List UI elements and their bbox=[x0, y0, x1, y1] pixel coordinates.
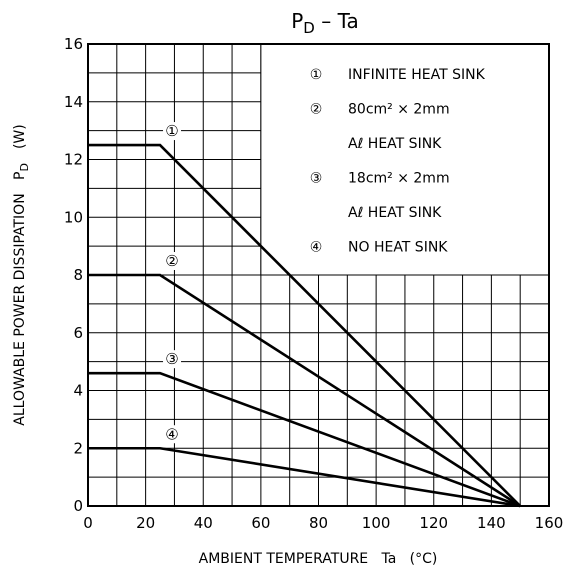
y-tick-2: 2 bbox=[73, 439, 83, 457]
y-axis-label: ALLOWABLE POWER DISSIPATION PD (W) bbox=[12, 124, 31, 425]
x-axis-label: AMBIENT TEMPERATURE Ta (°C) bbox=[199, 551, 438, 567]
y-tick-6: 6 bbox=[73, 324, 83, 342]
x-tick-120: 120 bbox=[419, 514, 448, 532]
legend-label-3-line2: Aℓ HEAT SINK bbox=[348, 205, 442, 221]
y-label-sub: D bbox=[18, 163, 31, 171]
curve-4 bbox=[88, 446, 521, 508]
legend-label-3: 18cm² × 2mm bbox=[348, 171, 450, 187]
y-tick-0: 0 bbox=[73, 497, 83, 515]
curve-1 bbox=[88, 143, 522, 507]
x-tick-80: 80 bbox=[309, 514, 328, 532]
y-tick-4: 4 bbox=[73, 382, 83, 400]
x-tick-0: 0 bbox=[83, 514, 93, 532]
y-label-main: ALLOWABLE POWER DISSIPATION P bbox=[12, 172, 28, 426]
curve-marker-bg bbox=[163, 252, 182, 270]
legend-label-1: INFINITE HEAT SINK bbox=[348, 67, 486, 83]
curve-marker-bg bbox=[163, 350, 182, 369]
x-tick-labels: 0 20 40 60 80 100 120 140 160 bbox=[83, 514, 563, 532]
y-tick-12: 12 bbox=[64, 151, 83, 169]
x-tick-140: 140 bbox=[477, 514, 506, 532]
curve-2 bbox=[88, 273, 521, 508]
legend-marker-1: ① bbox=[310, 67, 323, 83]
x-tick-60: 60 bbox=[251, 514, 270, 532]
y-tick-14: 14 bbox=[64, 93, 83, 111]
curves bbox=[88, 143, 522, 508]
curve-marker-3: ③ bbox=[165, 350, 178, 368]
legend-box bbox=[260, 43, 550, 276]
y-tick-labels: 0 2 4 6 8 10 12 14 16 bbox=[64, 35, 83, 515]
curve-3 bbox=[88, 371, 521, 508]
y-tick-10: 10 bbox=[64, 208, 83, 226]
legend-marker-3: ③ bbox=[310, 171, 323, 187]
legend-marker-4: ④ bbox=[310, 240, 323, 256]
curve-marker-1: ① bbox=[165, 122, 178, 140]
title-sub: D bbox=[303, 19, 315, 37]
title-rest: – Ta bbox=[315, 9, 359, 33]
legend-label-4: NO HEAT SINK bbox=[348, 240, 448, 256]
legend-label-2-line2: Aℓ HEAT SINK bbox=[348, 136, 442, 152]
curve-markers: ① ② ③ ④ bbox=[163, 122, 182, 444]
legend: ① INFINITE HEAT SINK ② 80cm² × 2mm Aℓ HEAT S… bbox=[310, 67, 486, 256]
legend-marker-2: ② bbox=[310, 102, 323, 118]
chart-title: PD – Ta bbox=[291, 9, 359, 37]
x-tick-160: 160 bbox=[535, 514, 564, 532]
legend-label-2: 80cm² × 2mm bbox=[348, 102, 450, 118]
y-tick-16: 16 bbox=[64, 35, 83, 53]
curve-marker-2: ② bbox=[165, 252, 178, 270]
curve-marker-bg bbox=[163, 122, 182, 141]
curve-marker-4: ④ bbox=[165, 425, 178, 443]
x-tick-40: 40 bbox=[194, 514, 213, 532]
y-label-unit: (W) bbox=[12, 124, 28, 149]
x-tick-20: 20 bbox=[136, 514, 155, 532]
title-main: P bbox=[291, 9, 303, 33]
plot-frame bbox=[87, 43, 550, 507]
y-tick-8: 8 bbox=[73, 266, 83, 284]
x-tick-100: 100 bbox=[362, 514, 391, 532]
curve-marker-bg bbox=[163, 425, 182, 444]
